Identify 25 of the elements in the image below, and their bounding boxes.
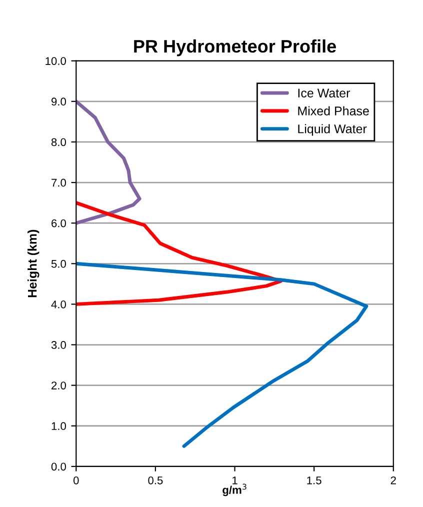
- legend-label: Mixed Phase: [298, 106, 369, 116]
- x-tick-label: 1: [232, 476, 238, 484]
- y-tick-label: 10.0: [46, 57, 66, 65]
- y-axis-title: Height (km): [28, 230, 40, 298]
- y-tick-label: 0.0: [51, 462, 66, 471]
- y-tick-label: 3.0: [51, 341, 66, 349]
- chart-title: PR Hydrometeor Profile: [134, 39, 336, 56]
- y-tick-label: 1.0: [52, 422, 66, 430]
- x-tick-label: 0.5: [148, 476, 163, 484]
- line-series: [76, 100, 142, 225]
- y-tick-label: 5.0: [51, 260, 66, 268]
- y-tick-label: 7.0: [52, 178, 66, 187]
- line-series: [76, 201, 282, 306]
- x-tick-label: 1.5: [307, 476, 322, 484]
- y-tick-label: 6.0: [52, 219, 66, 228]
- x-tick-label: 0: [73, 476, 79, 484]
- y-tick-label: 4.0: [51, 300, 66, 308]
- x-tick-label: 2: [390, 476, 396, 484]
- y-tick-label: 9.0: [51, 98, 66, 106]
- y-tick-label: 2.0: [52, 382, 66, 390]
- x-axis-title: g/m$^{3}$: [222, 484, 246, 496]
- legend-label: Liquid Water: [298, 124, 367, 136]
- legend-label: Ice Water: [298, 88, 350, 98]
- y-tick-label: 8.0: [51, 138, 66, 146]
- line-series: [76, 262, 368, 448]
